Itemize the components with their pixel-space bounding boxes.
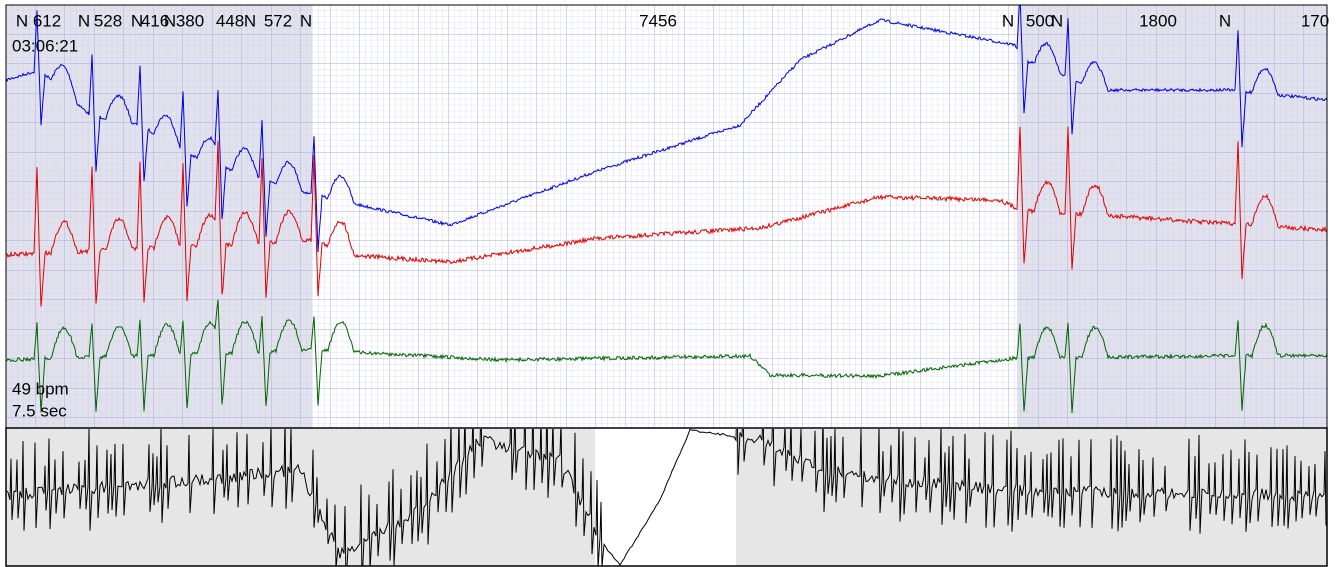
beat-label: N [131, 11, 143, 30]
beat-label: 500 [1026, 11, 1054, 30]
beat-label: 448 [216, 11, 244, 30]
ecg-lead [6, 299, 1327, 414]
overview-border [5, 427, 1328, 567]
beat-label: 170 [1301, 11, 1329, 30]
beat-label: 528 [94, 11, 122, 30]
time-label: 03:06:21 [12, 36, 78, 55]
beat-label: N [1051, 11, 1063, 30]
beat-label: N [16, 11, 28, 30]
beat-label: N [244, 11, 256, 30]
rate-label: 49 bpm [12, 379, 69, 398]
ecg-lead [6, 126, 1327, 307]
overview-trace [6, 429, 1327, 566]
beat-label: 572 [264, 11, 292, 30]
beat-label: N [1002, 11, 1014, 30]
beat-label: 416 [141, 11, 169, 30]
beat-label: N [300, 11, 312, 30]
ecg-lead [6, 5, 1327, 253]
beat-label: N [78, 11, 90, 30]
beat-label: 1800 [1139, 11, 1177, 30]
beat-label: 612 [33, 11, 61, 30]
beat-label: N [1219, 11, 1231, 30]
beat-label: 7456 [639, 11, 677, 30]
beat-label: N [164, 11, 176, 30]
beat-label: 380 [176, 11, 204, 30]
duration-label: 7.5 sec [12, 401, 67, 420]
overview-window [595, 429, 736, 566]
